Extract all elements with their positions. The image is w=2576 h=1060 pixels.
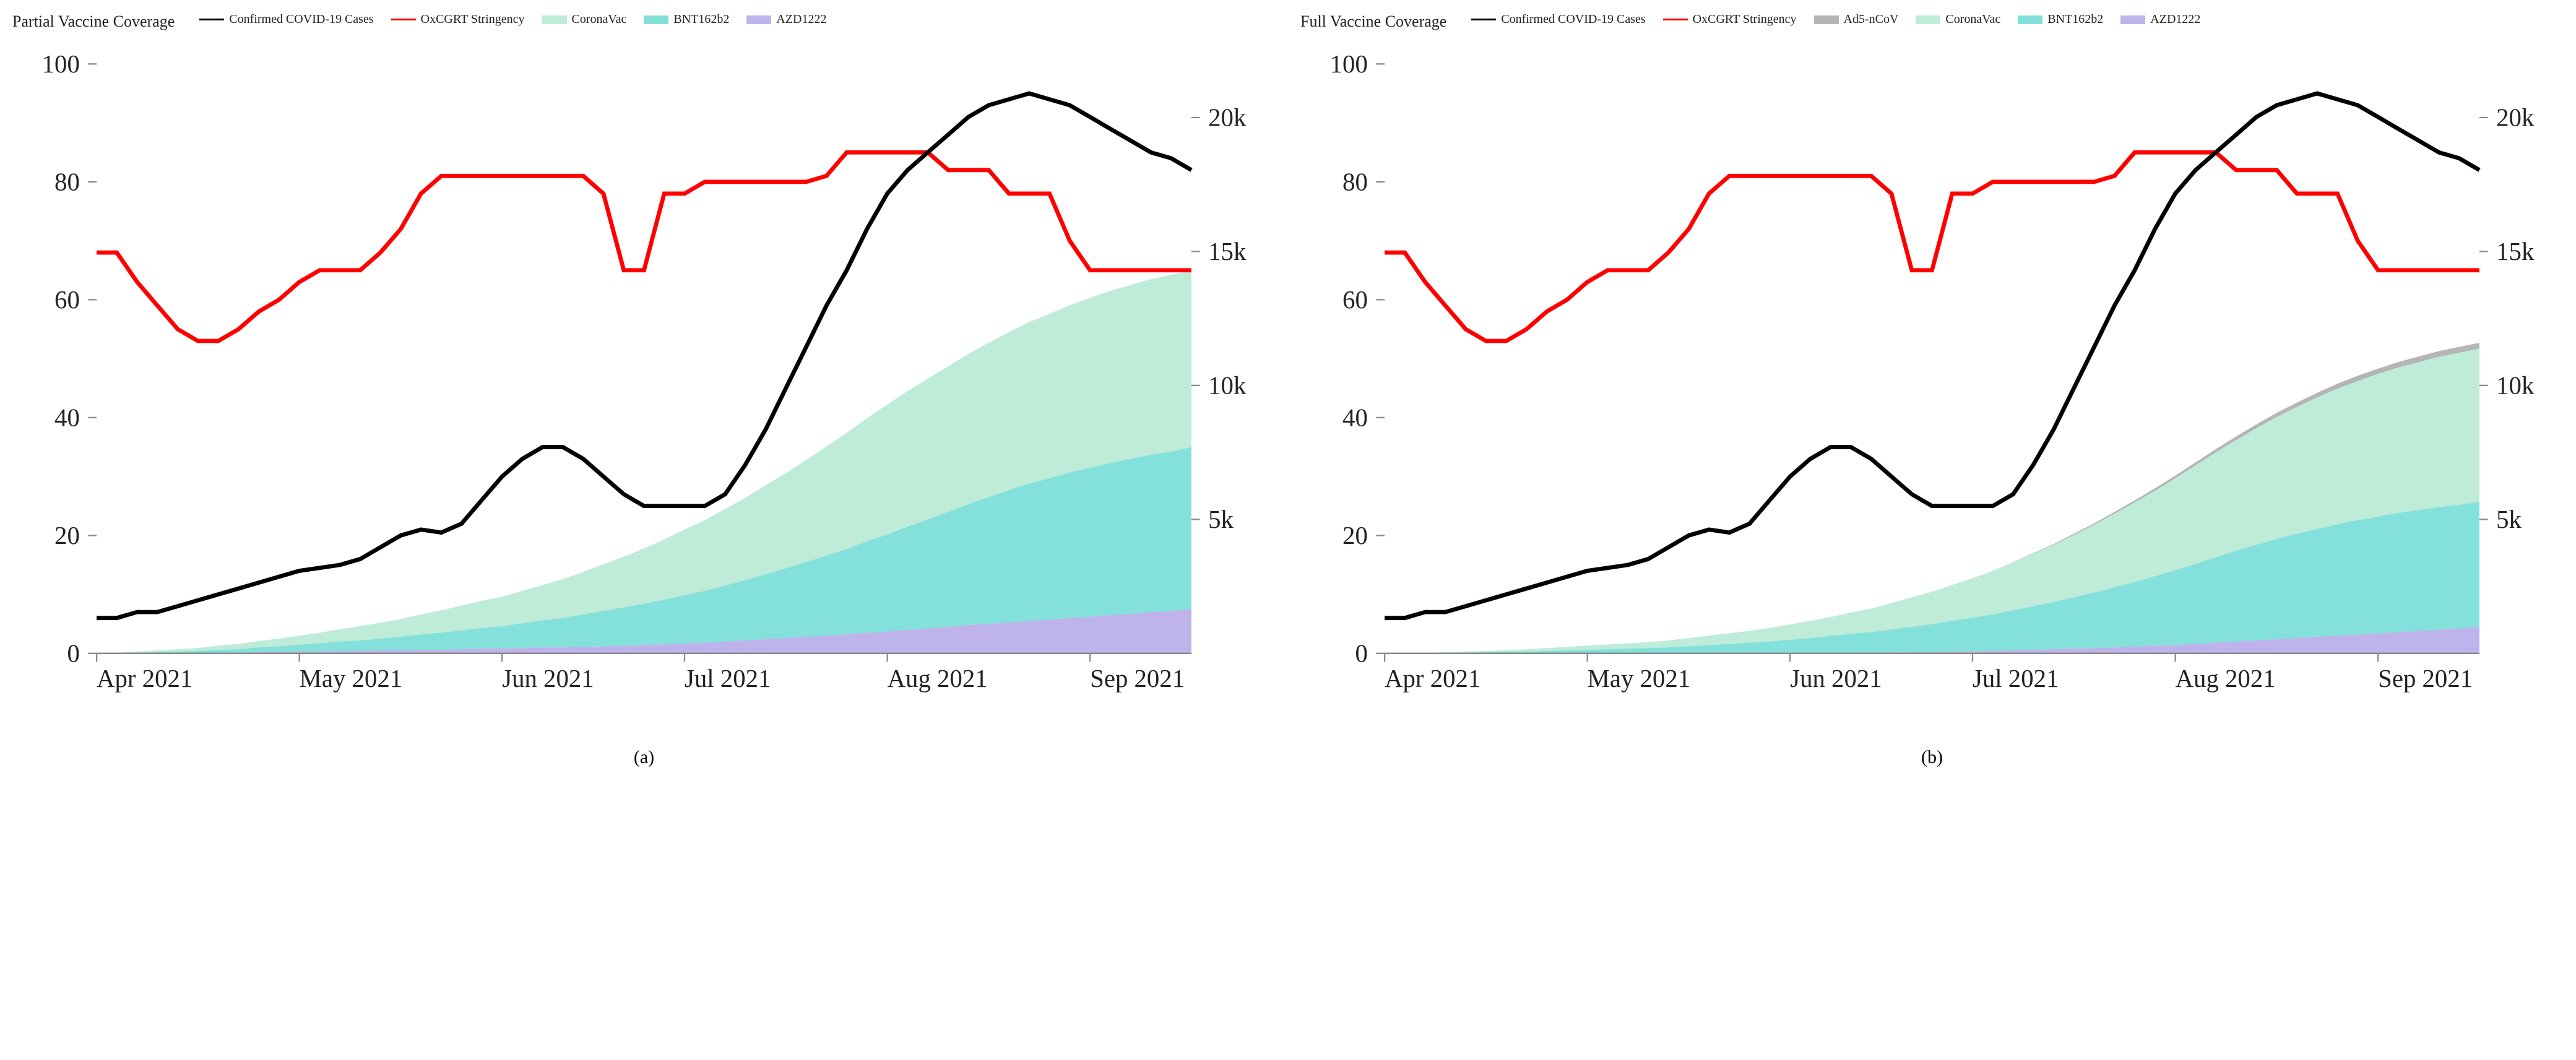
- legend-b: Confirmed COVID-19 Cases OxCGRT Stringenc…: [1471, 12, 2200, 27]
- xtick-4: Aug 2021: [888, 665, 988, 692]
- legend-label-covid_cases: Confirmed COVID-19 Cases: [229, 12, 373, 27]
- ytick-right-20k: 20k: [2496, 104, 2535, 132]
- xtick-4: Aug 2021: [2176, 665, 2276, 692]
- ytick-left-100: 100: [42, 50, 80, 78]
- ytick-left-80: 80: [1342, 168, 1368, 196]
- legend-label-azd1222: AZD1222: [776, 12, 826, 27]
- legend-label-bnt162b2: BNT162b2: [673, 12, 729, 27]
- xtick-5: Sep 2021: [2378, 665, 2473, 692]
- chart-panel-a: Partial Vaccine Coverage Confirmed COVID…: [12, 12, 1276, 710]
- ytick-left-60: 60: [54, 286, 80, 314]
- ytick-right-10k: 10k: [2496, 371, 2535, 399]
- ytick-right-5k: 5k: [1208, 506, 1234, 533]
- xtick-2: Jun 2021: [1790, 665, 1882, 692]
- ytick-left-80: 80: [54, 168, 80, 196]
- caption-b: (b): [1300, 747, 2564, 768]
- legend-item-azd1222: AZD1222: [746, 12, 826, 27]
- legend-label-coronavac: CoronaVac: [572, 12, 627, 27]
- legend-item-bnt162b2: BNT162b2: [644, 12, 729, 27]
- legend-label-bnt162b2: BNT162b2: [2047, 12, 2103, 27]
- legend-a: Confirmed COVID-19 Cases OxCGRT Stringenc…: [199, 12, 826, 27]
- ytick-right-10k: 10k: [1208, 371, 1247, 399]
- legend-label-covid_cases: Confirmed COVID-19 Cases: [1501, 12, 1645, 27]
- caption-row: (a) (b): [12, 747, 2564, 768]
- legend-item-covid_cases: Confirmed COVID-19 Cases: [1471, 12, 1645, 27]
- legend-swatch-coronavac: [542, 15, 567, 24]
- legend-item-azd1222: AZD1222: [2120, 12, 2200, 27]
- legend-swatch-stringency: [1663, 19, 1688, 20]
- xtick-5: Sep 2021: [1090, 665, 1185, 692]
- chart-header-a: Partial Vaccine Coverage Confirmed COVID…: [12, 12, 1276, 31]
- line-stringency: [97, 152, 1191, 341]
- xtick-0: Apr 2021: [97, 665, 192, 692]
- ytick-left-0: 0: [1355, 639, 1367, 667]
- plot-wrap-a: 0 20 40 60 80 100 5k 10k 15k 20k Apr 2021 May 2021 J…: [12, 36, 1276, 710]
- legend-swatch-coronavac: [1916, 15, 1940, 24]
- ytick-right-5k: 5k: [2496, 506, 2522, 533]
- xtick-3: Jul 2021: [685, 665, 771, 692]
- legend-swatch-azd1222: [746, 15, 771, 24]
- ytick-left-100: 100: [1330, 50, 1368, 78]
- ytick-left-40: 40: [54, 403, 80, 431]
- xtick-1: May 2021: [300, 665, 403, 692]
- chart-header-b: Full Vaccine Coverage Confirmed COVID-19…: [1300, 12, 2564, 31]
- legend-item-stringency: OxCGRT Stringency: [1663, 12, 1797, 27]
- xtick-3: Jul 2021: [1973, 665, 2059, 692]
- legend-item-stringency: OxCGRT Stringency: [391, 12, 525, 27]
- plot-svg-a: 0 20 40 60 80 100 5k 10k 15k 20k Apr 2021 May 2021 J…: [12, 36, 1276, 710]
- legend-label-azd1222: AZD1222: [2150, 12, 2200, 27]
- chart-title-b: Full Vaccine Coverage: [1300, 12, 1471, 31]
- xtick-1: May 2021: [1588, 665, 1691, 692]
- legend-item-covid_cases: Confirmed COVID-19 Cases: [199, 12, 373, 27]
- legend-swatch-ad5_ncov: [1814, 15, 1839, 24]
- chart-title-a: Partial Vaccine Coverage: [12, 12, 199, 31]
- chart-panel-b: Full Vaccine Coverage Confirmed COVID-19…: [1300, 12, 2564, 710]
- charts-row: Partial Vaccine Coverage Confirmed COVID…: [12, 12, 2564, 710]
- ytick-left-40: 40: [1342, 403, 1368, 431]
- ytick-left-20: 20: [1342, 522, 1368, 549]
- plot-wrap-b: 0 20 40 60 80 100 5k 10k 15k 20k Apr 2021 May 2021 J…: [1300, 36, 2564, 710]
- ytick-left-60: 60: [1342, 286, 1368, 314]
- legend-swatch-bnt162b2: [644, 15, 668, 24]
- legend-label-stringency: OxCGRT Stringency: [421, 12, 525, 27]
- ytick-right-15k: 15k: [1208, 238, 1247, 265]
- line-stringency: [1385, 152, 2479, 341]
- xtick-0: Apr 2021: [1385, 665, 1480, 692]
- plot-svg-b: 0 20 40 60 80 100 5k 10k 15k 20k Apr 2021 May 2021 J…: [1300, 36, 2564, 710]
- ytick-right-15k: 15k: [2496, 238, 2535, 265]
- ytick-left-20: 20: [54, 522, 80, 549]
- legend-swatch-azd1222: [2120, 15, 2145, 24]
- legend-item-coronavac: CoronaVac: [542, 12, 627, 27]
- legend-swatch-covid_cases: [199, 19, 224, 20]
- caption-a: (a): [12, 747, 1276, 768]
- legend-swatch-stringency: [391, 19, 416, 20]
- legend-swatch-bnt162b2: [2018, 15, 2042, 24]
- legend-label-coronavac: CoronaVac: [1945, 12, 2000, 27]
- legend-item-coronavac: CoronaVac: [1916, 12, 2000, 27]
- legend-swatch-covid_cases: [1471, 19, 1496, 20]
- ytick-left-0: 0: [67, 639, 79, 667]
- legend-item-ad5_ncov: Ad5-nCoV: [1814, 12, 1899, 27]
- ytick-right-20k: 20k: [1208, 104, 1247, 132]
- legend-label-stringency: OxCGRT Stringency: [1693, 12, 1797, 27]
- charts-container: Partial Vaccine Coverage Confirmed COVID…: [12, 12, 2564, 768]
- legend-label-ad5_ncov: Ad5-nCoV: [1844, 12, 1899, 27]
- legend-item-bnt162b2: BNT162b2: [2018, 12, 2103, 27]
- xtick-2: Jun 2021: [502, 665, 594, 692]
